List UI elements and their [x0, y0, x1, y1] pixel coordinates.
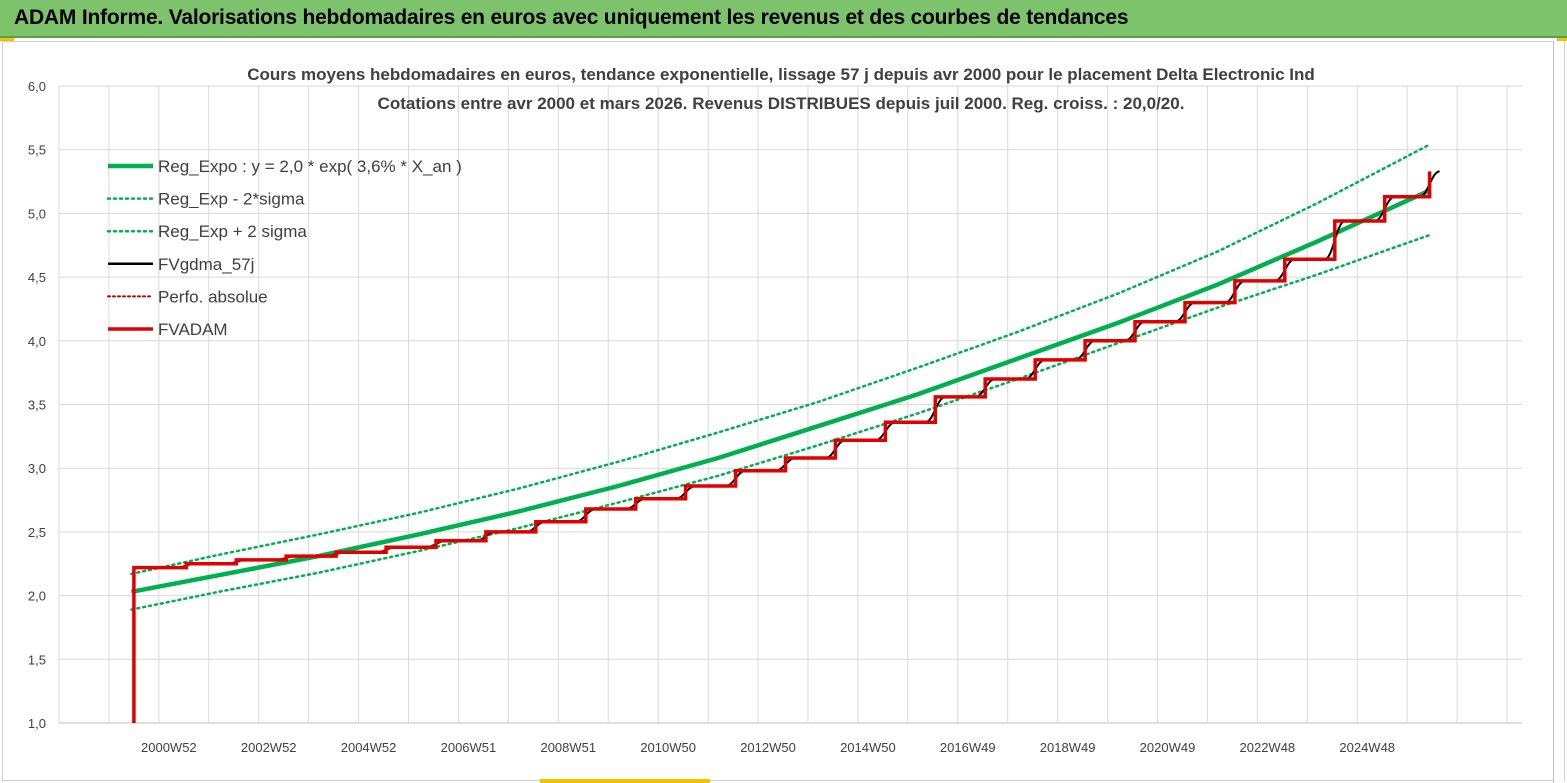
legend-label: FVgdma_57j: [158, 255, 254, 274]
x-tick-label: 2020W49: [1140, 740, 1196, 755]
chart-frame: [2, 41, 1565, 781]
chart-legend: Reg_Expo : y = 2,0 * exp( 3,6% * X_an ) R…: [106, 157, 462, 339]
y-tick-label: 3,5: [28, 398, 46, 413]
x-tick-label: 2018W49: [1040, 740, 1096, 755]
grid-lines: [58, 85, 1522, 724]
x-tick-label: 2000W52: [141, 740, 197, 755]
legend-label: FVADAM: [158, 320, 228, 339]
y-tick-label: 1,5: [28, 652, 46, 667]
chart-title-line2: Cotations entre avr 2000 et mars 2026. R…: [378, 94, 1185, 113]
legend-label: Reg_Exp + 2 sigma: [158, 222, 307, 241]
y-tick-label: 5,0: [28, 206, 46, 221]
y-tick-label: 2,0: [28, 589, 46, 604]
accent-bar-right: [1557, 38, 1567, 41]
legend-label: Reg_Expo : y = 2,0 * exp( 3,6% * X_an ): [158, 157, 462, 176]
y-tick-label: 6,0: [28, 79, 46, 94]
x-tick-label: 2012W50: [740, 740, 796, 755]
accent-bar-bottom: [540, 779, 710, 783]
y-tick-label: 1,0: [28, 716, 46, 731]
accent-bar-left: [0, 38, 14, 41]
chart-title-line1: Cours moyens hebdomadaires en euros, ten…: [247, 65, 1315, 84]
report-title: ADAM Informe. Valorisations hebdomadaire…: [14, 6, 1129, 29]
report-header: ADAM Informe. Valorisations hebdomadaire…: [0, 0, 1567, 38]
y-tick-label: 4,5: [28, 270, 46, 285]
series-fvgdma-57j: [133, 170, 1440, 569]
series-reg-exp-plus-2sigma: [130, 143, 1431, 576]
x-tick-label: 2016W49: [940, 740, 996, 755]
x-tick-label: 2006W51: [441, 740, 497, 755]
y-tick-label: 5,5: [28, 143, 46, 158]
x-tick-label: 2004W52: [341, 740, 397, 755]
y-tick-label: 3,0: [28, 461, 46, 476]
x-tick-label: 2022W48: [1240, 740, 1296, 755]
y-axis-ticks: 1,0 1,5 2,0 2,5 3,0 3,5 4,0 4,5 5,0 5,5 6,0: [28, 79, 46, 731]
y-tick-label: 4,0: [28, 334, 46, 349]
legend-label: Perfo. absolue: [158, 287, 268, 306]
x-tick-label: 2002W52: [241, 740, 297, 755]
x-axis-ticks: 2000W52 2002W52 2004W52 2006W51 2008W51 2010W…: [141, 740, 1395, 755]
x-tick-label: 2014W50: [840, 740, 896, 755]
x-tick-label: 2024W48: [1339, 740, 1395, 755]
series-layer: [130, 143, 1440, 723]
legend-label: Reg_Exp - 2*sigma: [158, 190, 305, 209]
series-fvadam: [132, 171, 1432, 723]
x-tick-label: 2008W51: [540, 740, 596, 755]
x-tick-label: 2010W50: [640, 740, 696, 755]
scroll-edge: [1553, 41, 1564, 783]
series-reg-exp-minus-2sigma: [130, 233, 1431, 611]
y-tick-label: 2,5: [28, 525, 46, 540]
